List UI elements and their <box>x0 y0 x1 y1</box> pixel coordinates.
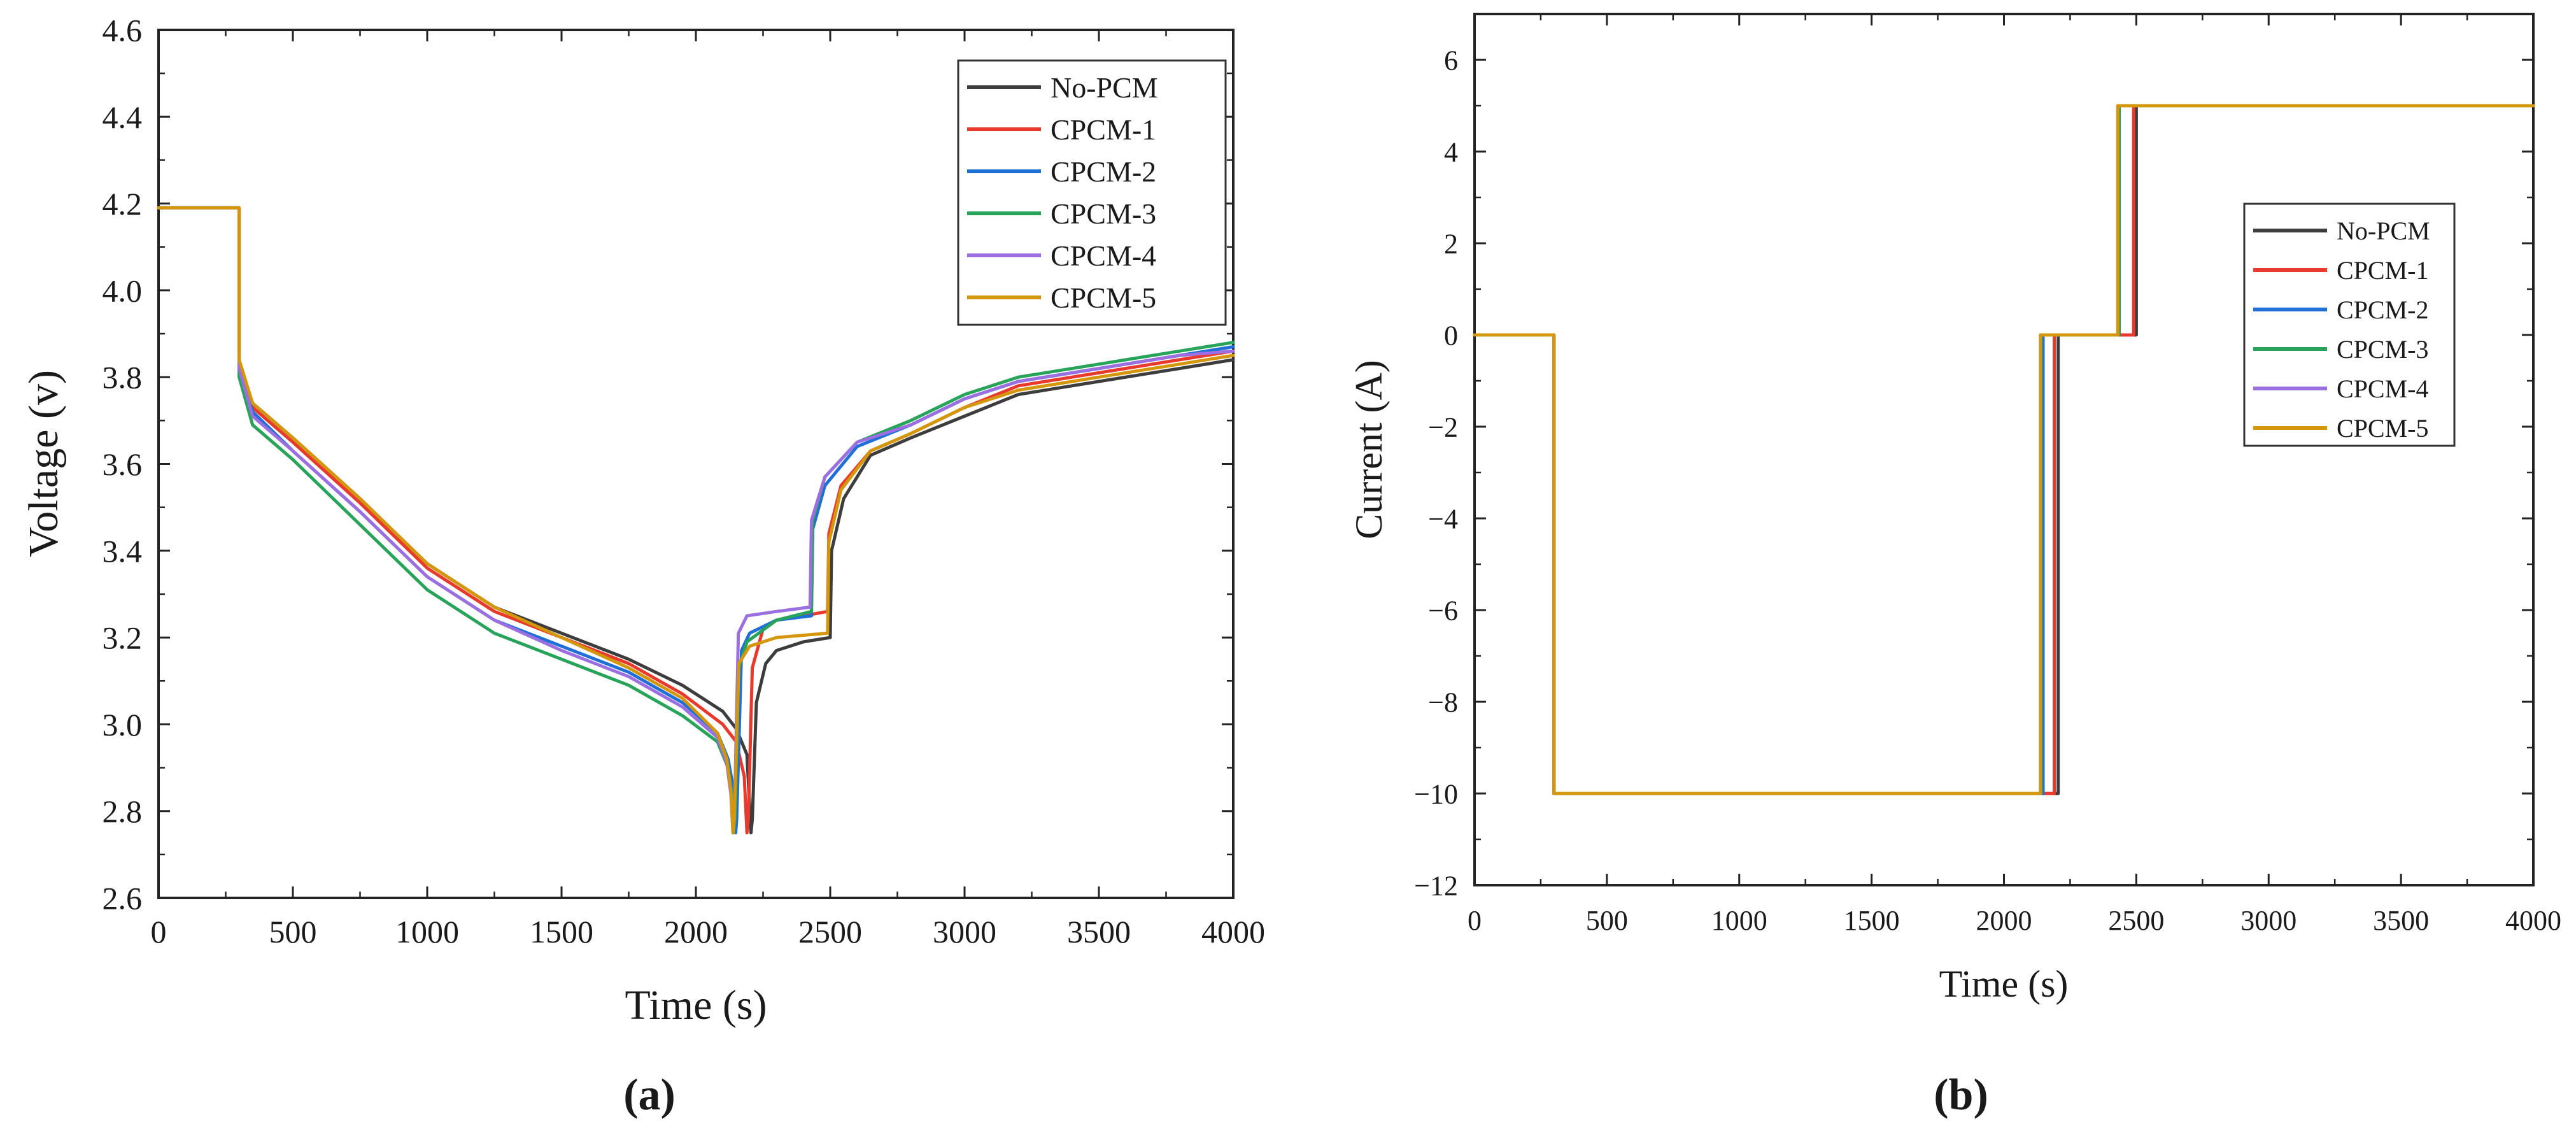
x-axis-label-b: Time (s) <box>1939 963 2069 1005</box>
legend-label-cpcm-5: CPCM-5 <box>2337 414 2429 443</box>
y-tick-label-a: 4.6 <box>103 13 143 48</box>
x-tick-label-b: 3000 <box>2240 905 2296 936</box>
y-tick-label-a: 4.4 <box>103 99 143 135</box>
y-tick-label-b: 6 <box>1444 45 1458 76</box>
y-axis-label-b: Current (A) <box>1348 360 1390 539</box>
panel-label-a: (a) <box>623 1071 676 1120</box>
legend-label-cpcm-2: CPCM-2 <box>1051 155 1156 188</box>
series-line-cpcm-5 <box>157 206 1235 835</box>
y-axis-label-a: Voltage (v) <box>20 370 67 557</box>
plot-frame-b <box>1473 13 2535 886</box>
y-tick-label-a: 3.6 <box>103 446 143 482</box>
y-tick-label-a: 3.8 <box>103 360 143 395</box>
x-tick-label-a: 1500 <box>530 914 593 950</box>
y-tick-label-b: −8 <box>1428 686 1458 718</box>
legend-b: No-PCM CPCM-1 CPCM-2 CPCM-3 CPCM-4 CPCM-5 <box>2243 203 2456 447</box>
y-tick-label-a: 2.6 <box>103 881 143 916</box>
x-tick-label-a: 500 <box>269 914 317 950</box>
x-tick-label-a: 2000 <box>664 914 728 950</box>
legend-label-cpcm-2: CPCM-2 <box>2337 295 2429 324</box>
x-tick-label-b: 1500 <box>1844 905 1900 936</box>
legend-label-cpcm-3: CPCM-3 <box>2337 335 2429 364</box>
legend-label-cpcm-1: CPCM-1 <box>2337 256 2429 285</box>
legend-a: No-PCM CPCM-1 CPCM-2 CPCM-3 CPCM-4 CPCM-5 <box>957 59 1227 326</box>
x-axis-label-a: Time (s) <box>625 982 767 1028</box>
current-chart: 0 500 1000 1500 2000 2500 3000 3500 4000 −12 −10 −8… <box>1348 13 2561 1120</box>
legend-label-cpcm-5: CPCM-5 <box>1051 281 1156 314</box>
legend-label-cpcm-4: CPCM-4 <box>1051 239 1156 272</box>
x-tick-label-a: 3500 <box>1067 914 1131 950</box>
x-tick-label-b: 2000 <box>1976 905 2032 936</box>
series-group-a <box>157 206 1235 835</box>
x-tick-label-b: 3500 <box>2373 905 2429 936</box>
y-tick-label-b: −4 <box>1428 503 1458 534</box>
y-tick-label-a: 3.4 <box>103 533 143 569</box>
x-tick-label-b: 2500 <box>2108 905 2164 936</box>
legend-box-a <box>957 59 1227 326</box>
x-tick-label-b: 1000 <box>1711 905 1767 936</box>
y-tick-label-b: 2 <box>1444 228 1458 259</box>
y-tick-label-a: 4.2 <box>103 186 143 222</box>
y-tick-label-a: 4.0 <box>103 273 143 308</box>
tick-group-b: 0 500 1000 1500 2000 2500 3000 3500 4000 −12 −10 −8… <box>1414 14 2561 936</box>
y-tick-label-a: 3.2 <box>103 620 143 656</box>
y-tick-label-b: −12 <box>1414 870 1458 901</box>
legend-label-cpcm-1: CPCM-1 <box>1051 113 1156 146</box>
legend-label-no-pcm: No-PCM <box>1051 71 1158 104</box>
x-tick-label-a: 1000 <box>395 914 459 950</box>
y-tick-label-b: 4 <box>1444 136 1458 167</box>
legend-label-cpcm-3: CPCM-3 <box>1051 197 1156 230</box>
x-tick-label-a: 3000 <box>933 914 996 950</box>
y-tick-label-a: 2.8 <box>103 793 143 829</box>
x-tick-label-b: 4000 <box>2505 905 2561 936</box>
legend-box-b <box>2243 203 2456 447</box>
x-tick-label-a: 0 <box>151 914 167 950</box>
voltage-chart: 0 500 1000 1500 2000 2500 3000 3500 4000 2.6 2.8 3.… <box>20 13 1265 1120</box>
x-tick-label-b: 500 <box>1586 905 1628 936</box>
panel-label-b: (b) <box>1934 1071 1988 1120</box>
tick-group-a: 0 500 1000 1500 2000 2500 3000 3500 4000 2.6 2.8 3.… <box>103 13 1266 950</box>
y-tick-label-a: 3.0 <box>103 707 143 743</box>
y-tick-label-b: 0 <box>1444 320 1458 351</box>
series-line-cpcm-5 <box>1473 104 2535 795</box>
y-tick-label-b: −10 <box>1414 778 1458 809</box>
y-tick-label-b: −2 <box>1428 411 1458 443</box>
x-tick-label-a: 2500 <box>798 914 862 950</box>
series-group-b <box>1473 104 2535 795</box>
legend-label-cpcm-4: CPCM-4 <box>2337 374 2429 403</box>
y-tick-label-b: −6 <box>1428 595 1458 626</box>
x-tick-label-a: 4000 <box>1201 914 1265 950</box>
x-tick-label-b: 0 <box>1468 905 1482 936</box>
legend-label-no-pcm: No-PCM <box>2337 217 2430 245</box>
